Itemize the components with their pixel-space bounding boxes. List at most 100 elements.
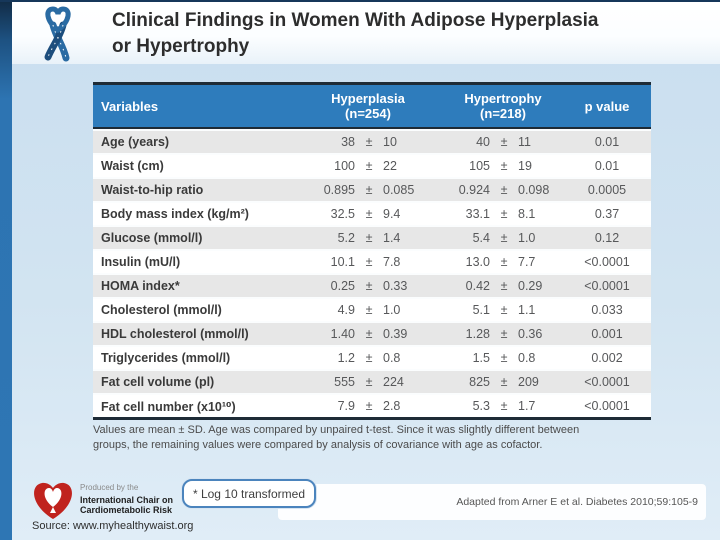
- hyperplasia-value: 10.1 ±7.8: [293, 255, 443, 269]
- hyperplasia-value: 5.2 ±1.4: [293, 231, 443, 245]
- sd-value: 0.33: [383, 279, 408, 293]
- plus-minus-sign: ±: [365, 183, 373, 197]
- p-value: 0.12: [594, 231, 620, 245]
- hypertrophy-value: 105 ±19: [443, 159, 563, 173]
- col-header-variables: Variables: [101, 98, 159, 114]
- p-value: 0.01: [594, 135, 620, 149]
- sd-value: 8.1: [518, 207, 536, 221]
- mean-value: 1.5: [472, 351, 490, 365]
- p-value: <0.0001: [584, 375, 630, 389]
- hypertrophy-value: 5.3 ±1.7: [443, 399, 563, 413]
- p-value: 0.01: [594, 159, 620, 173]
- mean-value: 5.1: [472, 303, 490, 317]
- citation-panel: Adapted from Arner E et al. Diabetes 201…: [278, 484, 706, 520]
- hypertrophy-value: 1.28 ±0.36: [443, 327, 563, 341]
- hyperplasia-value: 0.895 ±0.085: [293, 183, 443, 197]
- sd-value: 10: [383, 135, 397, 149]
- sd-value: 0.8: [383, 351, 401, 365]
- data-table: Variables Hyperplasia (n=254) Hypertroph…: [93, 82, 651, 420]
- log10-note-box: * Log 10 transformed: [182, 479, 316, 508]
- sd-value: 7.8: [383, 255, 401, 269]
- logo-org-line2: Cardiometabolic Risk: [80, 505, 173, 515]
- hypertrophy-value: 0.924 ±0.098: [443, 183, 563, 197]
- sd-value: 0.8: [518, 351, 536, 365]
- mean-value: 5.2: [337, 231, 355, 245]
- sd-value: 1.1: [518, 303, 536, 317]
- mean-value: 4.9: [337, 303, 355, 317]
- hypertrophy-value: 1.5 ±0.8: [443, 351, 563, 365]
- table-row: Fat cell number (x10¹⁰) 7.9 ±2.8 5.3 ±1.7 <0.…: [93, 395, 651, 417]
- plus-minus-sign: ±: [365, 255, 373, 269]
- sd-value: 2.8: [383, 399, 401, 413]
- sd-value: 209: [518, 375, 539, 389]
- sd-value: 0.29: [518, 279, 543, 293]
- plus-minus-sign: ±: [365, 135, 373, 149]
- row-label: Waist-to-hip ratio: [101, 183, 204, 197]
- mean-value: 7.9: [337, 399, 355, 413]
- p-value: <0.0001: [584, 279, 630, 293]
- row-label: HOMA index*: [101, 279, 180, 293]
- header-band: [12, 2, 720, 64]
- sd-value: 22: [383, 159, 397, 173]
- hyperplasia-value: 100 ±22: [293, 159, 443, 173]
- plus-minus-sign: ±: [365, 303, 373, 317]
- plus-minus-sign: ±: [365, 207, 373, 221]
- plus-minus-sign: ±: [365, 375, 373, 389]
- plus-minus-sign: ±: [365, 231, 373, 245]
- plus-minus-sign: ±: [500, 375, 508, 389]
- table-row: Waist (cm) 100 ±22 105 ±19 0.01: [93, 155, 651, 179]
- hyperplasia-value: 7.9 ±2.8: [293, 399, 443, 413]
- sd-value: 0.098: [518, 183, 550, 197]
- hyperplasia-value: 32.5 ±9.4: [293, 207, 443, 221]
- hypertrophy-value: 825 ±209: [443, 375, 563, 389]
- mean-value: 1.2: [337, 351, 355, 365]
- mean-value: 0.895: [323, 183, 355, 197]
- sd-value: 1.4: [383, 231, 401, 245]
- table-footnote: Values are mean ± SD. Age was compared b…: [93, 423, 665, 452]
- col-header-hyperplasia-name: Hyperplasia: [331, 91, 405, 106]
- col-header-hypertrophy: Hypertrophy (n=218): [443, 91, 563, 121]
- plus-minus-sign: ±: [500, 183, 508, 197]
- hyperplasia-value: 4.9 ±1.0: [293, 303, 443, 317]
- p-value: 0.0005: [587, 183, 627, 197]
- p-value: 0.37: [594, 207, 620, 221]
- plus-minus-sign: ±: [365, 279, 373, 293]
- plus-minus-sign: ±: [365, 327, 373, 341]
- plus-minus-sign: ±: [500, 135, 508, 149]
- table-row: Waist-to-hip ratio 0.895 ±0.085 0.924 ±0.098…: [93, 179, 651, 203]
- row-label: Insulin (mU/l): [101, 255, 181, 269]
- plus-minus-sign: ±: [500, 159, 508, 173]
- hypertrophy-value: 33.1 ±8.1: [443, 207, 563, 221]
- sd-value: 19: [518, 159, 532, 173]
- table-row: HOMA index* 0.25 ±0.33 0.42 ±0.29 <0.0001: [93, 275, 651, 299]
- mean-value: 0.42: [465, 279, 490, 293]
- mean-value: 105: [469, 159, 490, 173]
- logo-tagline: Produced by the: [80, 483, 139, 492]
- heart-logo-icon: [34, 482, 72, 519]
- p-value: 0.001: [591, 327, 623, 341]
- hypertrophy-value: 5.1 ±1.1: [443, 303, 563, 317]
- sd-value: 1.0: [383, 303, 401, 317]
- sd-value: 224: [383, 375, 404, 389]
- mean-value: 1.28: [465, 327, 490, 341]
- plus-minus-sign: ±: [365, 399, 373, 413]
- logo-org-line1: International Chair on: [80, 495, 174, 505]
- row-label: Triglycerides (mmol/l): [101, 351, 231, 365]
- row-label: Fat cell number (x10¹⁰): [101, 399, 236, 414]
- hyperplasia-value: 1.2 ±0.8: [293, 351, 443, 365]
- plus-minus-sign: ±: [500, 207, 508, 221]
- row-label: HDL cholesterol (mmol/l): [101, 327, 249, 341]
- p-value: <0.0001: [584, 255, 630, 269]
- mean-value: 5.4: [472, 231, 490, 245]
- plus-minus-sign: ±: [500, 231, 508, 245]
- page-title-line1: Clinical Findings in Women With Adipose …: [112, 10, 599, 31]
- mean-value: 5.3: [472, 399, 490, 413]
- sd-value: 7.7: [518, 255, 536, 269]
- sd-value: 11: [518, 135, 531, 149]
- hypertrophy-value: 0.42 ±0.29: [443, 279, 563, 293]
- sd-value: 1.0: [518, 231, 536, 245]
- plus-minus-sign: ±: [500, 255, 508, 269]
- footnote-line1: Values are mean ± SD. Age was compared b…: [93, 424, 580, 436]
- sd-value: 9.4: [383, 207, 401, 221]
- table-header-row: Variables Hyperplasia (n=254) Hypertroph…: [93, 82, 651, 129]
